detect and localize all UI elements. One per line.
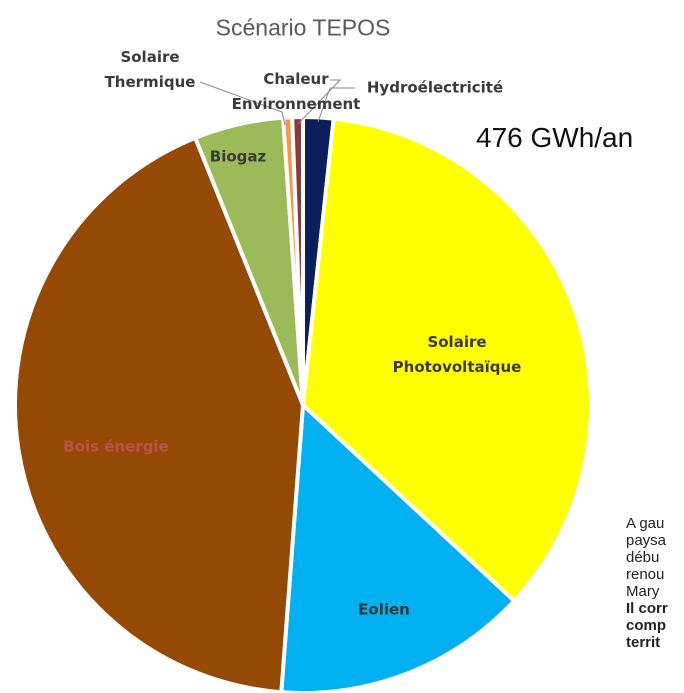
side-text-bold-line: territ xyxy=(626,634,661,651)
side-text-bold-line: comp xyxy=(626,617,667,634)
pie-slice xyxy=(290,115,305,407)
side-text-bold-line: Il corr xyxy=(626,600,668,617)
data-label: Bois énergie xyxy=(63,437,169,456)
side-text-line: Mary xyxy=(626,583,660,600)
side-text-line: paysa xyxy=(626,532,667,549)
side-text-line: renou xyxy=(626,566,665,583)
data-label: Biogaz xyxy=(209,147,267,166)
pie-slice xyxy=(13,135,305,693)
side-text-line: A gau xyxy=(626,515,665,532)
leader-line xyxy=(199,81,286,126)
annotation: 476 GWh/an xyxy=(476,122,634,153)
data-label: Solaire Thermique xyxy=(104,48,196,91)
side-text-line: débu xyxy=(626,549,660,566)
data-label: Solaire Photovoltaïque xyxy=(392,333,522,376)
data-label: Eolien xyxy=(358,600,410,619)
data-label: Hydroélectricité xyxy=(366,78,504,97)
chart-title: Scénario TEPOS xyxy=(215,14,391,41)
pie-slice xyxy=(301,116,593,603)
data-label: Chaleur Environnement xyxy=(231,70,361,113)
side-text: A gau paysa débu renou Mary Il corr comp territ xyxy=(626,515,668,651)
leader-line xyxy=(317,87,355,123)
leader-line xyxy=(297,79,342,125)
